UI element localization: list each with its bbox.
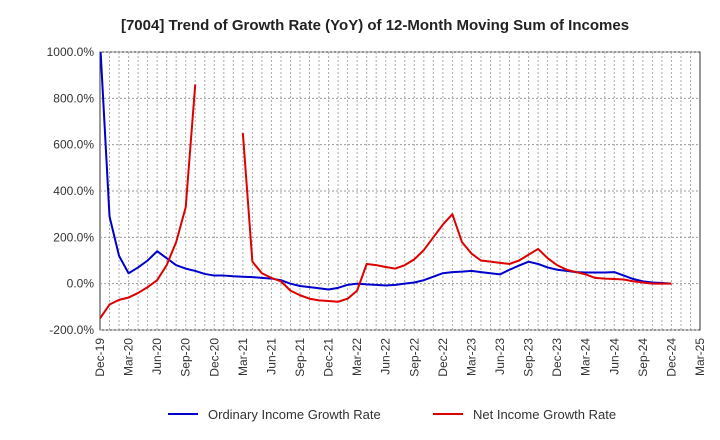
series-line-2 bbox=[100, 84, 672, 319]
x-tick-label: Sep-23 bbox=[522, 338, 536, 377]
y-tick-label: 400.0% bbox=[53, 184, 94, 198]
x-tick-label: Jun-23 bbox=[493, 338, 507, 375]
x-tick-label: Dec-20 bbox=[207, 338, 221, 377]
x-tick-label: Jun-24 bbox=[607, 338, 621, 375]
x-tick-label: Jun-20 bbox=[150, 338, 164, 375]
legend-label-1: Ordinary Income Growth Rate bbox=[208, 407, 381, 422]
x-tick-label: Dec-23 bbox=[550, 338, 564, 377]
x-tick-label: Mar-22 bbox=[350, 338, 364, 376]
legend: Ordinary Income Growth Rate Net Income Gr… bbox=[168, 407, 616, 422]
x-tick-label: Sep-24 bbox=[636, 338, 650, 377]
x-tick-label: Mar-24 bbox=[579, 338, 593, 376]
x-tick-label: Dec-21 bbox=[322, 338, 336, 377]
y-tick-label: 600.0% bbox=[53, 138, 94, 152]
x-tick-label: Jun-22 bbox=[379, 338, 393, 375]
x-tick-label: Dec-24 bbox=[664, 338, 678, 377]
x-tick-label: Jun-21 bbox=[264, 338, 278, 375]
y-axis-ticks: -200.0% 0.0% 200.0% 400.0% 600.0% 800.0% 1000.… bbox=[47, 45, 95, 337]
series-lines bbox=[100, 52, 672, 319]
chart-title: [7004] Trend of Growth Rate (YoY) of 12-… bbox=[121, 17, 629, 34]
x-tick-label: Mar-23 bbox=[464, 338, 478, 376]
y-tick-label: -200.0% bbox=[49, 323, 94, 337]
x-tick-label: Mar-20 bbox=[122, 338, 136, 376]
y-tick-label: 200.0% bbox=[53, 230, 94, 244]
x-tick-label: Sep-22 bbox=[407, 338, 421, 377]
y-tick-label: 800.0% bbox=[53, 91, 94, 105]
grid-lines bbox=[100, 51, 700, 331]
x-tick-label: Sep-20 bbox=[179, 338, 193, 377]
x-tick-label: Dec-19 bbox=[93, 338, 107, 377]
x-tick-label: Sep-21 bbox=[293, 338, 307, 377]
x-tick-label: Dec-22 bbox=[436, 338, 450, 377]
y-tick-label: 1000.0% bbox=[47, 45, 95, 59]
x-tick-label: Mar-25 bbox=[693, 338, 707, 376]
x-tick-label: Mar-21 bbox=[236, 338, 250, 376]
legend-label-2: Net Income Growth Rate bbox=[473, 407, 616, 422]
x-axis-ticks: Dec-19 Mar-20 Jun-20 Sep-20 Dec-20 Mar-21 Jun-… bbox=[93, 338, 707, 377]
y-tick-label: 0.0% bbox=[67, 277, 95, 291]
